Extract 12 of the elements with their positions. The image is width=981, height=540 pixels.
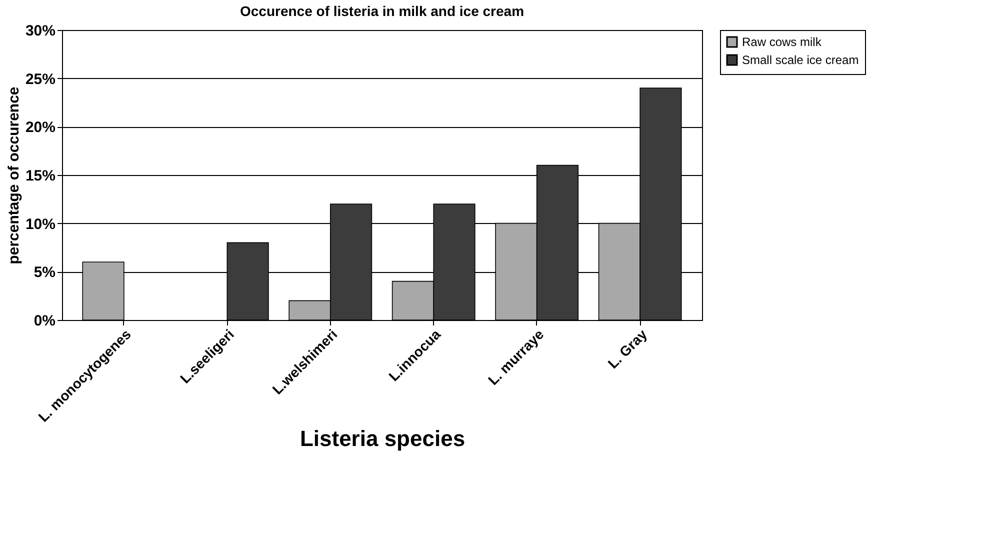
legend-label: Small scale ice cream xyxy=(742,53,859,67)
y-tick-label: 10% xyxy=(25,216,56,233)
y-tick-label: 20% xyxy=(25,119,56,136)
y-tick-label: 15% xyxy=(25,168,56,184)
legend-label: Raw cows milk xyxy=(742,35,822,49)
y-tick-label: 25% xyxy=(25,70,56,88)
y-axis-title: percentage of occurence xyxy=(5,86,22,264)
y-tick-label: 30% xyxy=(25,22,56,40)
x-axis-title: Listeria species xyxy=(300,426,466,451)
y-tick-label: 0% xyxy=(34,312,56,330)
y-tick-label: 5% xyxy=(34,264,56,282)
chart-title: Occurence of listeria in milk and ice cream xyxy=(240,3,524,19)
